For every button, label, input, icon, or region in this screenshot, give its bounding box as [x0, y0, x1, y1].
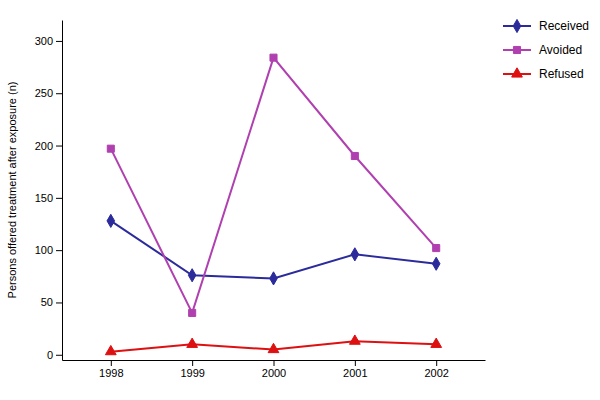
- point: [431, 338, 442, 347]
- point: [270, 272, 278, 285]
- point: [351, 152, 358, 159]
- tick-mark: [56, 41, 62, 42]
- tick-label: 300: [35, 35, 53, 47]
- y-tick: 200: [35, 140, 62, 152]
- legend-symbol: [513, 46, 520, 53]
- tick-label: 2000: [262, 367, 286, 379]
- y-tick: 250: [35, 87, 62, 99]
- x-tick: 2002: [424, 360, 448, 379]
- point: [349, 335, 360, 344]
- point: [270, 54, 277, 61]
- series-line: [111, 221, 436, 279]
- tick-label: 250: [35, 87, 53, 99]
- tick-label: 50: [41, 296, 53, 308]
- x-tick: 1999: [180, 360, 204, 379]
- point: [187, 338, 198, 347]
- x-tick: 2001: [343, 360, 367, 379]
- point: [105, 345, 116, 354]
- legend-item: Received: [503, 19, 589, 33]
- tick-label: 150: [35, 192, 53, 204]
- point: [188, 269, 196, 282]
- tick-mark: [274, 360, 275, 366]
- legend-symbol: [513, 19, 521, 32]
- legend-symbol: [512, 68, 523, 77]
- tick-label: 0: [47, 349, 53, 361]
- tick-mark: [56, 302, 62, 303]
- tick-label: 100: [35, 244, 53, 256]
- point: [107, 214, 115, 227]
- point: [189, 309, 196, 316]
- axis-line: [62, 21, 63, 361]
- series-line: [111, 58, 436, 313]
- y-axis-title: Persons offered treatment after exposure…: [6, 82, 18, 299]
- tick-mark: [56, 93, 62, 94]
- legend-label: Received: [539, 19, 589, 33]
- tick-label: 1998: [99, 367, 123, 379]
- series-group: [105, 54, 441, 355]
- tick-mark: [436, 360, 437, 366]
- tick-mark: [56, 250, 62, 251]
- plot-area: 1998 1999 2000 2001 2002 0 50 100 150 200 250 300: [35, 21, 486, 379]
- tick-mark: [111, 360, 112, 366]
- y-axis: 0 50 100 150 200 250 300: [35, 21, 63, 361]
- tick-mark: [56, 198, 62, 199]
- legend: Received Avoided Refused: [503, 19, 589, 81]
- y-tick: 150: [35, 192, 62, 204]
- tick-label: 2001: [343, 367, 367, 379]
- legend-label: Avoided: [539, 43, 582, 57]
- legend-label: Refused: [539, 67, 584, 81]
- tick-mark: [192, 360, 193, 366]
- y-tick: 300: [35, 35, 62, 47]
- tick-mark: [56, 146, 62, 147]
- legend-item: Refused: [503, 67, 584, 81]
- x-tick: 1998: [99, 360, 123, 379]
- point: [433, 245, 440, 252]
- point: [268, 343, 279, 352]
- point: [107, 145, 114, 152]
- y-tick: 100: [35, 244, 62, 256]
- legend-item: Avoided: [503, 43, 582, 57]
- chart: 1998 1999 2000 2001 2002 0 50 100 150 200 250 300 Pe…: [0, 0, 600, 400]
- tick-label: 200: [35, 140, 53, 152]
- tick-label: 1999: [180, 367, 204, 379]
- tick-mark: [355, 360, 356, 366]
- x-axis: 1998 1999 2000 2001 2002: [63, 360, 486, 379]
- point: [432, 257, 440, 270]
- x-tick: 2000: [262, 360, 286, 379]
- point: [351, 248, 359, 261]
- tick-label: 2002: [424, 367, 448, 379]
- y-tick: 50: [41, 296, 62, 308]
- y-tick: 0: [47, 349, 62, 361]
- tick-mark: [56, 355, 62, 356]
